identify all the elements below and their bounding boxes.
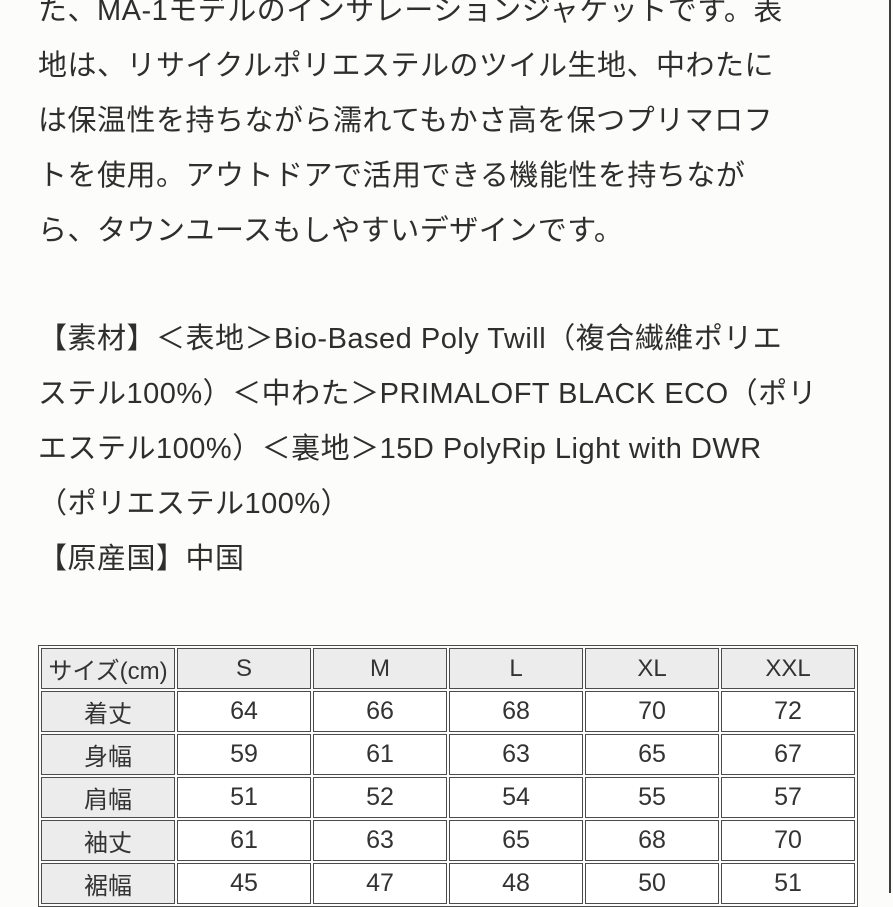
size-table-row: 身幅 59 61 63 65 67 [41, 734, 855, 775]
right-edge-border [889, 0, 891, 893]
row-label-cell: 袖丈 [41, 820, 175, 861]
size-value-cell: 52 [313, 777, 447, 818]
size-table-header-cell: M [313, 648, 447, 689]
size-value-cell: 48 [449, 863, 583, 904]
size-table-header-cell: S [177, 648, 311, 689]
size-table-header-row: サイズ(cm) S M L XL XXL [41, 648, 855, 689]
size-value-cell: 61 [177, 820, 311, 861]
size-value-cell: 54 [449, 777, 583, 818]
size-value-cell: 47 [313, 863, 447, 904]
size-value-cell: 51 [177, 777, 311, 818]
size-value-cell: 67 [721, 734, 855, 775]
size-value-cell: 59 [177, 734, 311, 775]
size-value-cell: 68 [449, 691, 583, 732]
size-value-cell: 63 [449, 734, 583, 775]
description-line: は保温性を持ちながら濡れてもかさ高を保つプリマロフ [38, 105, 774, 137]
size-value-cell: 63 [313, 820, 447, 861]
size-table-container: サイズ(cm) S M L XL XXL 着丈 64 66 68 70 72 身… [38, 645, 858, 907]
row-label-cell: 着丈 [41, 691, 175, 732]
size-table-row: 袖丈 61 63 65 68 70 [41, 820, 855, 861]
materials-line: （ポリエステル100%） [38, 488, 351, 520]
size-value-cell: 50 [585, 863, 719, 904]
materials-line: 【素材】＜表地＞Bio-Based Poly Twill（複合繊維ポリエ [38, 323, 783, 355]
materials-section: 【素材】＜表地＞Bio-Based Poly Twill（複合繊維ポリエ ステル… [38, 312, 858, 532]
description-line: トを使用。アウトドアで活用できる機能性を持ちなが [38, 160, 746, 192]
size-value-cell: 65 [449, 820, 583, 861]
size-value-cell: 64 [177, 691, 311, 732]
description-line: た、MA-1モデルのインサレーションジャケットです。表 [38, 0, 783, 27]
size-value-cell: 45 [177, 863, 311, 904]
size-table: サイズ(cm) S M L XL XXL 着丈 64 66 68 70 72 身… [38, 645, 858, 907]
size-value-cell: 70 [585, 691, 719, 732]
size-value-cell: 65 [585, 734, 719, 775]
size-value-cell: 68 [585, 820, 719, 861]
size-value-cell: 57 [721, 777, 855, 818]
description-line: ら、タウンユースもしやすいデザインです。 [38, 215, 624, 247]
size-value-cell: 66 [313, 691, 447, 732]
size-value-cell: 51 [721, 863, 855, 904]
size-table-header-cell: L [449, 648, 583, 689]
size-value-cell: 70 [721, 820, 855, 861]
size-value-cell: 72 [721, 691, 855, 732]
product-description-paragraph: た、MA-1モデルのインサレーションジャケットです。表 地は、リサイクルポリエス… [38, 0, 858, 259]
materials-line: エステル100%）＜裏地＞15D PolyRip Light with DWR [38, 433, 762, 465]
row-label-cell: 裾幅 [41, 863, 175, 904]
origin-section: 【原産国】中国 [38, 532, 858, 587]
size-table-row: 裾幅 45 47 48 50 51 [41, 863, 855, 904]
size-table-header-cell: サイズ(cm) [41, 648, 175, 689]
description-line: 地は、リサイクルポリエステルのツイル生地、中わたに [38, 50, 775, 82]
size-table-row: 肩幅 51 52 54 55 57 [41, 777, 855, 818]
size-table-header-cell: XL [585, 648, 719, 689]
size-value-cell: 61 [313, 734, 447, 775]
size-table-row: 着丈 64 66 68 70 72 [41, 691, 855, 732]
materials-line: ステル100%）＜中わた＞PRIMALOFT BLACK ECO（ポリ [38, 378, 818, 410]
origin-line: 【原産国】中国 [38, 543, 245, 575]
row-label-cell: 肩幅 [41, 777, 175, 818]
size-value-cell: 55 [585, 777, 719, 818]
size-table-header-cell: XXL [721, 648, 855, 689]
row-label-cell: 身幅 [41, 734, 175, 775]
